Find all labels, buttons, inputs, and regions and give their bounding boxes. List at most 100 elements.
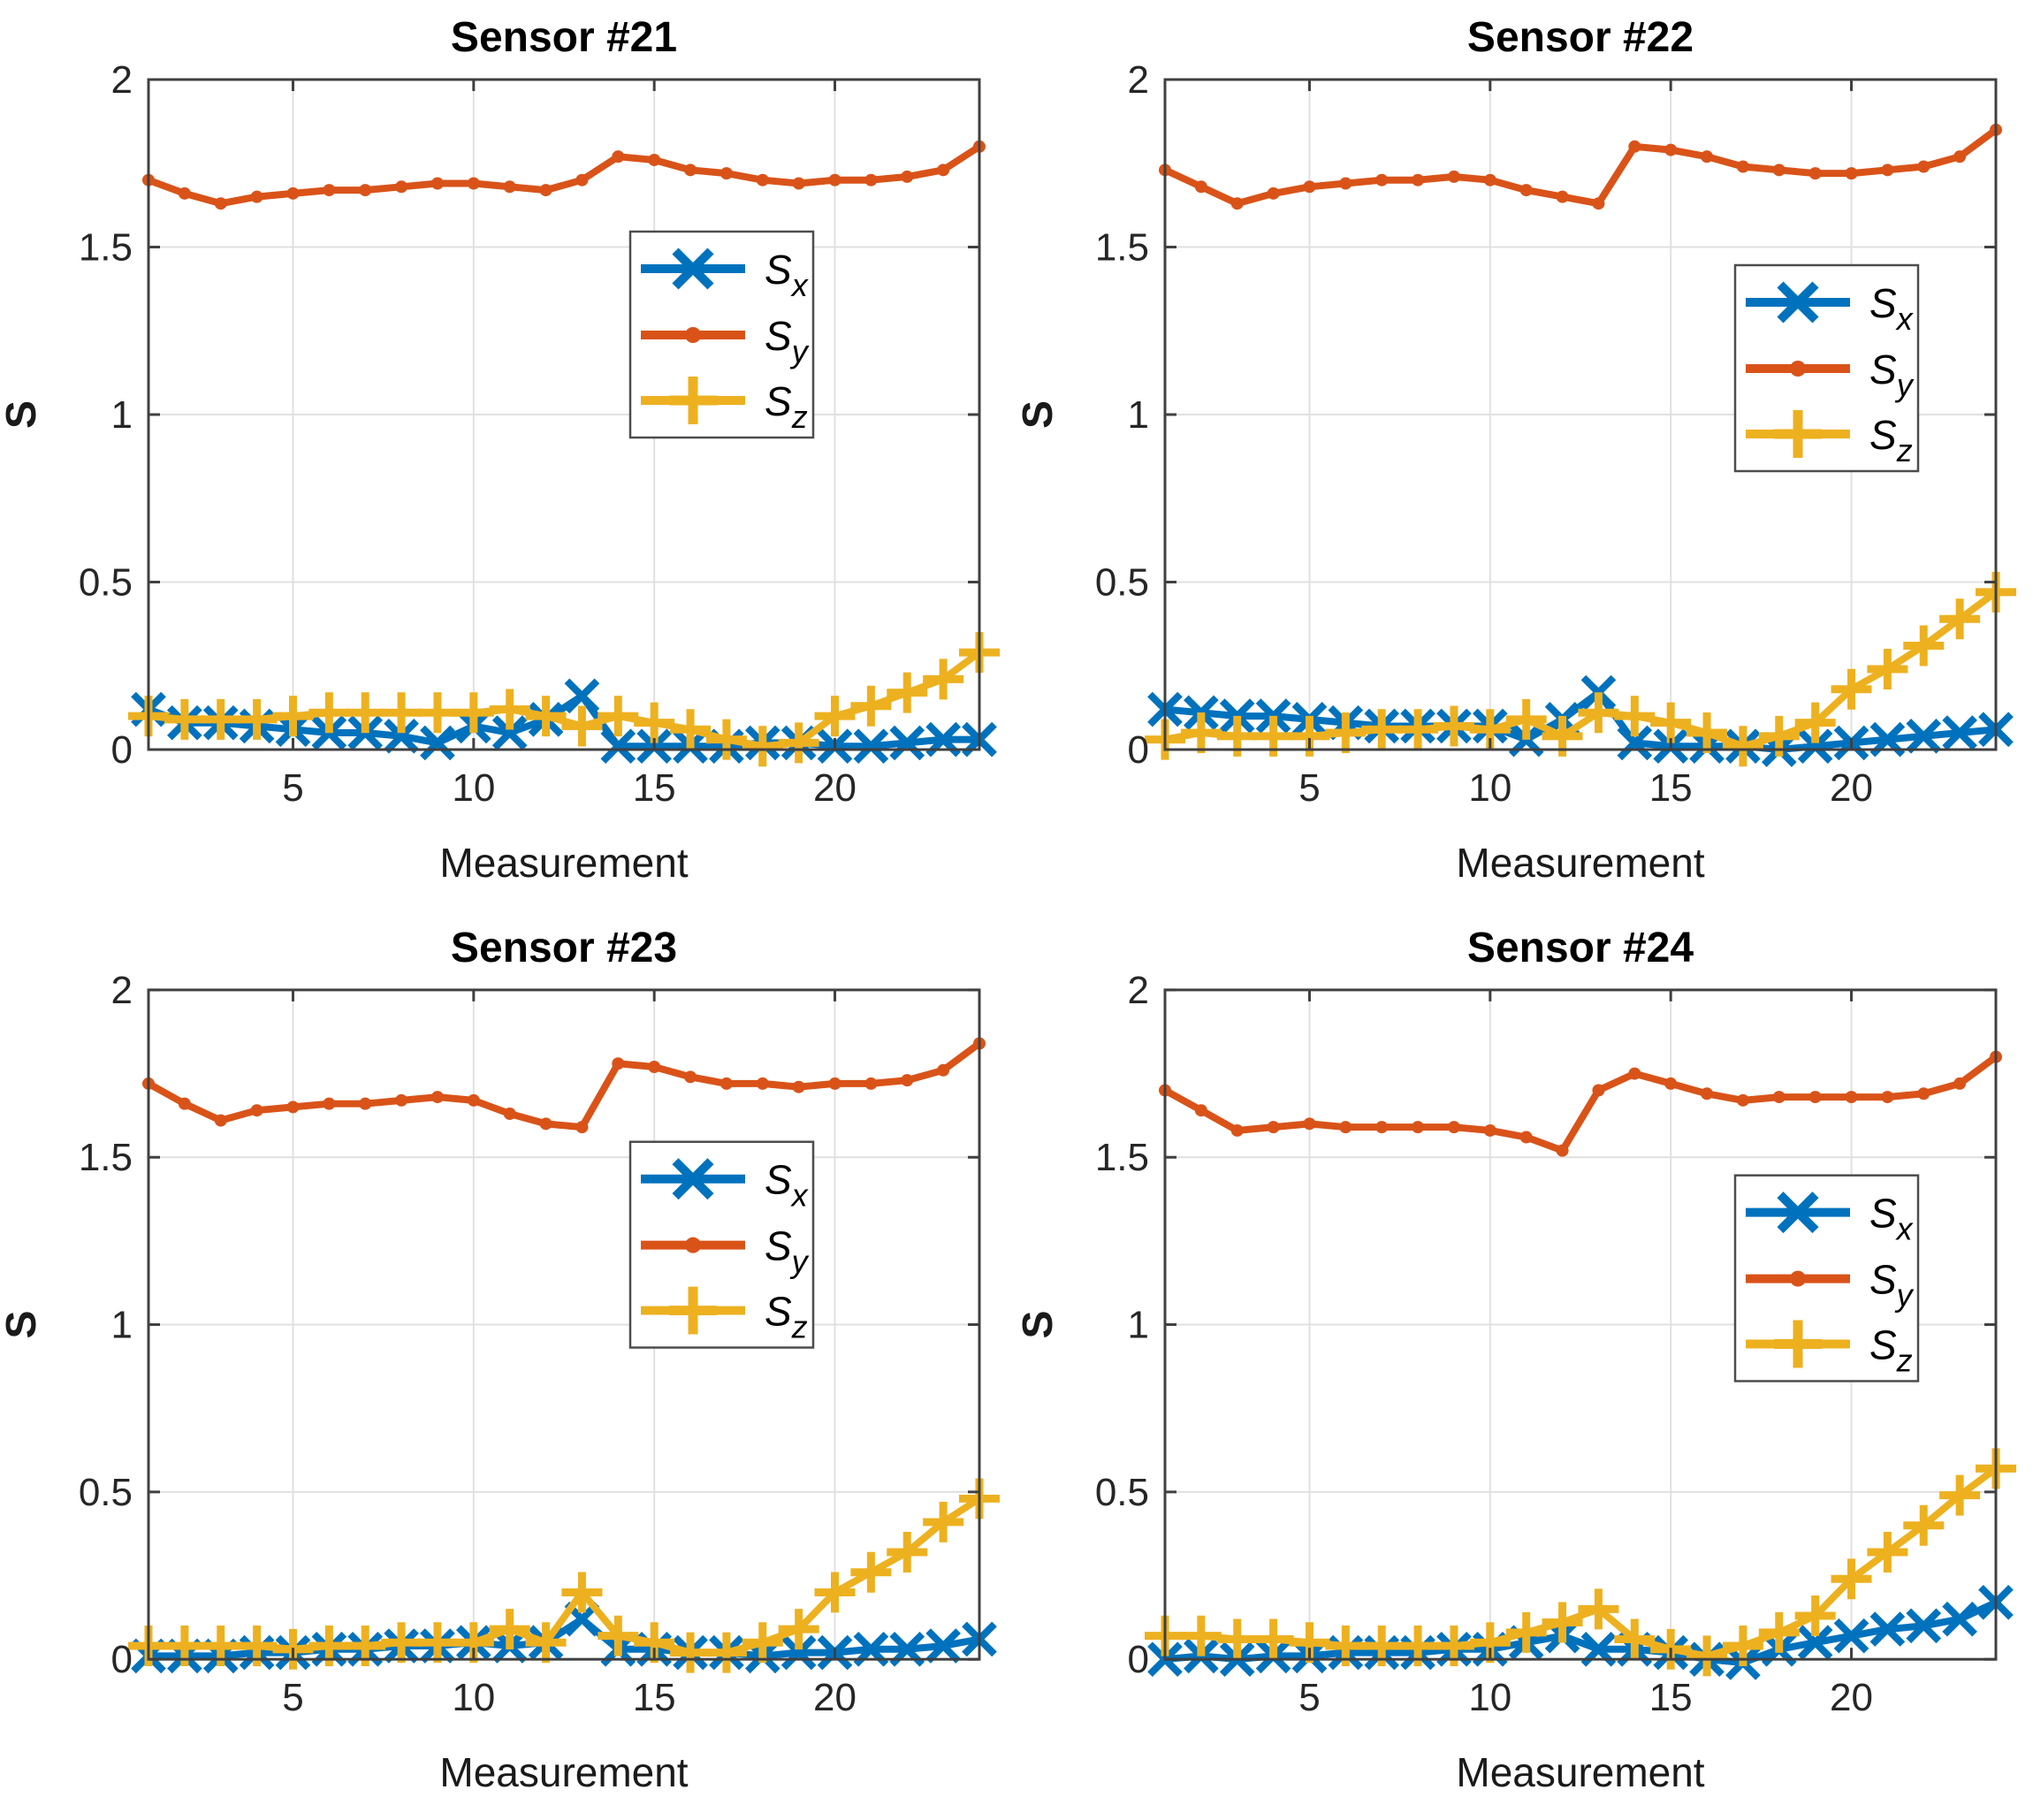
y-tick-label: 0.5 [1095, 1471, 1149, 1514]
chart-title: Sensor #23 [451, 925, 677, 971]
x-tick-label: 10 [1468, 766, 1511, 810]
y-tick-label: 0.5 [79, 1471, 133, 1514]
series-sz [128, 632, 1000, 767]
y-tick-label: 1.5 [79, 226, 133, 270]
legend-entry-sz: Sz [1746, 410, 1913, 468]
y-tick-label: 1 [1128, 1304, 1149, 1347]
y-tick-label: 1 [111, 1304, 133, 1347]
legend-label: Sx [765, 1157, 810, 1214]
x-tick-label: 5 [282, 1676, 303, 1719]
tick-labels: 5 10 15 20 0 0.5 1 1.5 2 [79, 58, 857, 810]
x-tick-label: 10 [1468, 1676, 1511, 1719]
legend-label: Sz [765, 378, 808, 435]
series-sy-markers [142, 1037, 986, 1134]
legend-label: Sy [1869, 1257, 1915, 1314]
legend-label: Sx [1869, 1191, 1915, 1247]
series-sx-markers [1147, 1585, 2014, 1680]
x-axis-label: Measurement [1456, 1749, 1704, 1795]
x-tick-label: 20 [1830, 1676, 1873, 1719]
legend-label: Sy [1869, 346, 1915, 403]
legend-entry-sz: Sz [641, 1286, 808, 1345]
x-tick-label: 15 [1649, 1676, 1693, 1719]
y-tick-label: 1 [111, 393, 133, 437]
series-sy-line [1163, 126, 1999, 208]
legend-entry-sx: Sx [1746, 280, 1915, 337]
y-tick-label: 0 [111, 1638, 133, 1681]
sensor-23-chart: 5 10 15 20 0 0.5 1 1.5 2 Sensor #23 Measurement S Sx… [0, 925, 1000, 1795]
y-tick-label: 2 [111, 58, 133, 102]
axes [147, 78, 981, 751]
series-sy-line [147, 1040, 982, 1131]
series-sy-line [147, 143, 982, 208]
legend-label: Sy [765, 1223, 810, 1280]
tick-labels: 5 10 15 20 0 0.5 1 1.5 2 [1095, 969, 1873, 1719]
x-tick-label: 20 [813, 1676, 857, 1719]
x-tick-label: 20 [813, 766, 857, 810]
x-tick-label: 20 [1830, 766, 1873, 810]
series-sy [1159, 1050, 2002, 1157]
chart-title: Sensor #22 [1467, 14, 1694, 61]
series-sx-line [147, 692, 979, 750]
series-sy [1159, 123, 2002, 210]
legend-label: Sx [1869, 280, 1915, 337]
x-tick-label: 5 [282, 766, 303, 810]
y-tick-label: 0.5 [1095, 561, 1149, 605]
series-sz-line [1165, 1466, 1999, 1660]
legend-label: Sz [1869, 412, 1913, 468]
axes [1163, 988, 1998, 1661]
legend-label: Sy [765, 313, 810, 369]
sensor-22-chart: 5 10 15 20 0 0.5 1 1.5 2 Sensor #22 Measurement S Sx… [1016, 14, 2016, 886]
x-tick-label: 10 [452, 766, 495, 810]
series-sy-line [1163, 1054, 1999, 1154]
legend: Sx Sy Sz [1733, 1174, 1920, 1382]
series-sx-line [1164, 689, 1997, 753]
chart-title: Sensor #21 [451, 14, 677, 61]
series-sy-markers [142, 140, 986, 210]
series-sy [142, 140, 986, 210]
legend-entry-sx: Sx [641, 1157, 810, 1214]
series-sy [142, 1037, 986, 1134]
y-tick-label: 1 [1128, 393, 1149, 437]
sensor-21-chart: 5 10 15 20 0 0.5 1 1.5 2 Sensor #21 Measurement S Sx… [0, 14, 1000, 886]
y-axis-label: S [0, 1311, 45, 1339]
legend: Sx Sy Sz [628, 230, 815, 439]
y-tick-label: 0 [111, 728, 133, 772]
x-tick-label: 15 [633, 766, 676, 810]
y-tick-label: 0 [1128, 728, 1149, 772]
series-sy-markers [1159, 1050, 2002, 1157]
legend-entry-sz: Sz [1746, 1320, 1913, 1379]
series-sz-line [148, 649, 982, 750]
tick-labels: 5 10 15 20 0 0.5 1 1.5 2 [1095, 58, 1873, 810]
y-tick-label: 1.5 [1095, 226, 1149, 270]
y-tick-label: 1.5 [1095, 1136, 1149, 1179]
x-tick-label: 10 [452, 1676, 495, 1719]
series-sy-markers [1159, 123, 2002, 210]
legend-entry-sx: Sx [1746, 1191, 1915, 1247]
legend: Sx Sy Sz [628, 1140, 815, 1349]
x-axis-label: Measurement [439, 1749, 688, 1795]
y-axis-label: S [1016, 1311, 1062, 1339]
chart-title: Sensor #24 [1467, 925, 1694, 971]
x-axis-label: Measurement [1456, 840, 1704, 886]
tick-labels: 5 10 15 20 0 0.5 1 1.5 2 [79, 969, 857, 1719]
y-tick-label: 2 [111, 969, 133, 1012]
x-tick-label: 15 [1649, 766, 1693, 810]
legend-label: Sz [765, 1289, 808, 1345]
y-tick-label: 2 [1128, 969, 1149, 1012]
axes [147, 988, 981, 1661]
y-axis-label: S [1016, 400, 1062, 429]
legend-entry-sy: Sy [641, 313, 810, 369]
y-axis-label: S [0, 400, 45, 429]
y-tick-label: 1.5 [79, 1136, 133, 1179]
legend-entry-sy: Sy [1746, 1257, 1915, 1314]
x-axis-label: Measurement [439, 840, 688, 886]
legend-entry-sy: Sy [641, 1223, 810, 1280]
x-tick-label: 5 [1298, 766, 1320, 810]
sensor-24-chart: 5 10 15 20 0 0.5 1 1.5 2 Sensor #24 Measurement S Sx… [1016, 925, 2016, 1795]
legend-label: Sx [765, 247, 810, 303]
legend-label: Sz [1869, 1322, 1913, 1379]
legend: Sx Sy Sz [1733, 263, 1920, 473]
legend-entry-sx: Sx [641, 247, 810, 303]
x-tick-label: 5 [1298, 1676, 1320, 1719]
